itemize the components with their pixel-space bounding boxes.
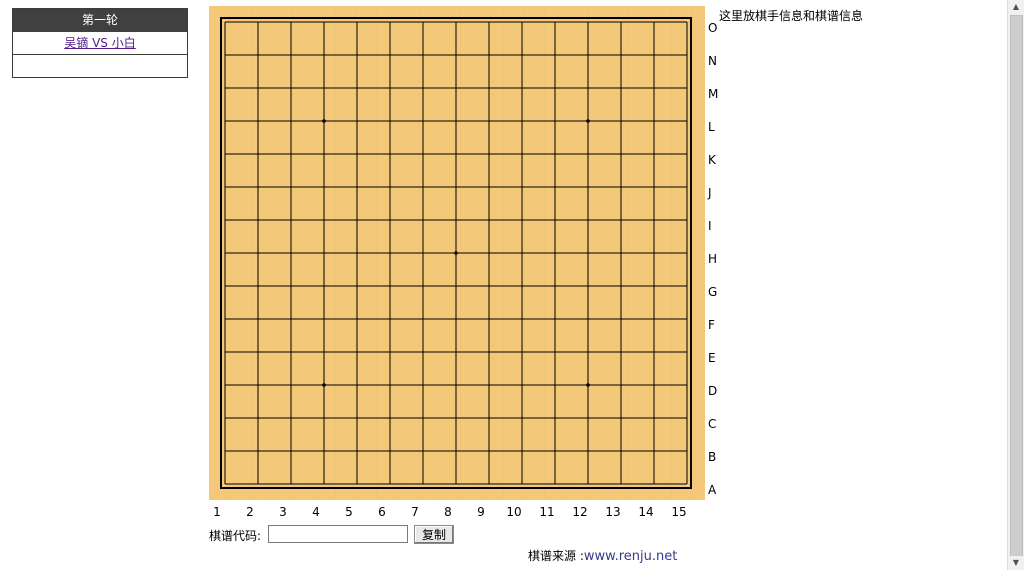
row-label: B bbox=[708, 450, 717, 464]
star-point bbox=[322, 383, 326, 387]
row-label: I bbox=[708, 219, 712, 233]
match-link[interactable]: 吴镝 VS 小白 bbox=[64, 36, 136, 50]
column-label: 7 bbox=[411, 505, 419, 519]
match-list-item: 吴镝 VS 小白 bbox=[13, 32, 187, 55]
record-source: 棋谱来源 :www.renju.net bbox=[528, 547, 677, 564]
column-label: 14 bbox=[638, 505, 654, 519]
row-label: F bbox=[708, 318, 715, 332]
row-label: O bbox=[708, 21, 718, 35]
row-label: E bbox=[708, 351, 716, 365]
column-label: 3 bbox=[279, 505, 287, 519]
column-label: 8 bbox=[444, 505, 452, 519]
record-source-link[interactable]: www.renju.net bbox=[583, 549, 678, 564]
match-panel: 第一轮 吴镝 VS 小白 bbox=[12, 8, 188, 78]
record-source-label: 棋谱来源 : bbox=[528, 549, 584, 563]
row-label: G bbox=[708, 285, 718, 299]
record-code-label: 棋谱代码: bbox=[209, 529, 262, 543]
record-code-input[interactable] bbox=[268, 525, 408, 543]
column-label: 2 bbox=[246, 505, 254, 519]
row-label: J bbox=[708, 186, 712, 200]
vertical-scrollbar[interactable]: ▲ ▼ bbox=[1007, 0, 1024, 570]
row-label: A bbox=[708, 483, 717, 497]
column-label: 10 bbox=[506, 505, 522, 519]
star-point bbox=[586, 119, 590, 123]
scroll-down-arrow-icon[interactable]: ▼ bbox=[1009, 556, 1023, 570]
match-list-empty-row bbox=[13, 55, 187, 77]
star-point bbox=[322, 119, 326, 123]
column-label: 1 bbox=[213, 505, 221, 519]
column-label: 12 bbox=[572, 505, 588, 519]
column-label: 5 bbox=[345, 505, 353, 519]
game-info-text: 这里放棋手信息和棋谱信息 bbox=[719, 9, 864, 23]
star-point bbox=[454, 251, 458, 255]
gomoku-board[interactable] bbox=[209, 6, 705, 500]
row-label: M bbox=[708, 87, 719, 101]
star-point bbox=[586, 383, 590, 387]
row-label: N bbox=[708, 54, 717, 68]
scroll-up-arrow-icon[interactable]: ▲ bbox=[1009, 0, 1023, 14]
column-label: 4 bbox=[312, 505, 320, 519]
column-label: 11 bbox=[539, 505, 555, 519]
column-label: 13 bbox=[605, 505, 621, 519]
row-label: C bbox=[708, 417, 717, 431]
copy-button[interactable]: 复制 bbox=[414, 525, 454, 544]
board-outer-border bbox=[220, 17, 692, 489]
column-label: 6 bbox=[378, 505, 386, 519]
column-label: 15 bbox=[671, 505, 687, 519]
round-title: 第一轮 bbox=[13, 9, 187, 32]
row-label: L bbox=[708, 120, 715, 134]
row-label: H bbox=[708, 252, 718, 266]
column-label: 9 bbox=[477, 505, 485, 519]
scroll-thumb[interactable] bbox=[1010, 15, 1023, 557]
board-canvas[interactable] bbox=[209, 6, 705, 500]
row-label: K bbox=[708, 153, 716, 167]
row-label: D bbox=[708, 384, 718, 398]
